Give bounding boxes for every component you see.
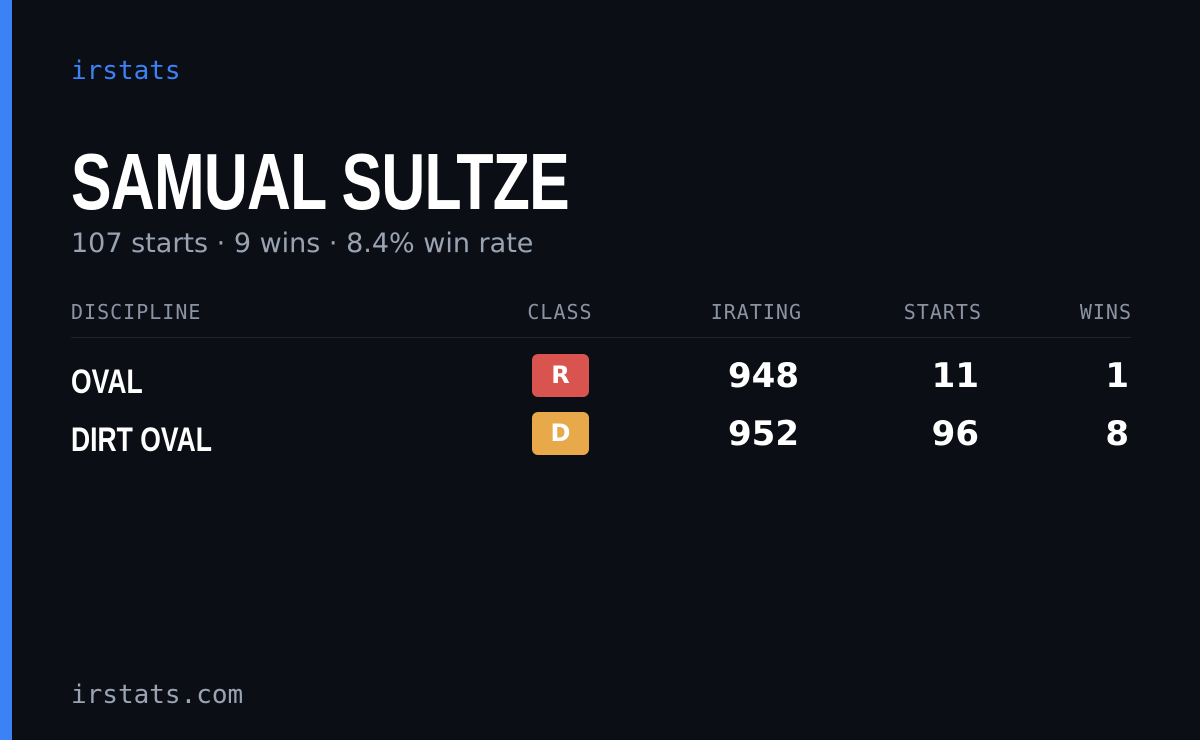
wins: 8 [1105, 414, 1129, 454]
discipline: OVAL [71, 363, 143, 401]
irating: 952 [728, 414, 799, 454]
summary: 107 starts · 9 wins · 8.4% win rate [71, 228, 534, 259]
class-badge: D [532, 412, 589, 455]
header-rule [71, 337, 1131, 338]
starts: 11 [931, 356, 979, 396]
column-header: WINS [1079, 300, 1132, 324]
discipline: DIRT OVAL [71, 421, 212, 459]
column-header: IRATING [710, 300, 802, 324]
accent-bar [0, 0, 12, 740]
column-header: STARTS [903, 300, 982, 324]
starts: 96 [931, 414, 979, 454]
irating: 948 [728, 356, 799, 396]
brand: irstats [71, 56, 181, 86]
column-header: CLASS [527, 300, 593, 324]
class-badge: R [532, 354, 589, 397]
footer-url: irstats.com [71, 680, 244, 710]
driver-name: SAMUAL SULTZE [71, 137, 570, 226]
wins: 1 [1105, 356, 1129, 396]
column-header: DISCIPLINE [71, 300, 202, 324]
